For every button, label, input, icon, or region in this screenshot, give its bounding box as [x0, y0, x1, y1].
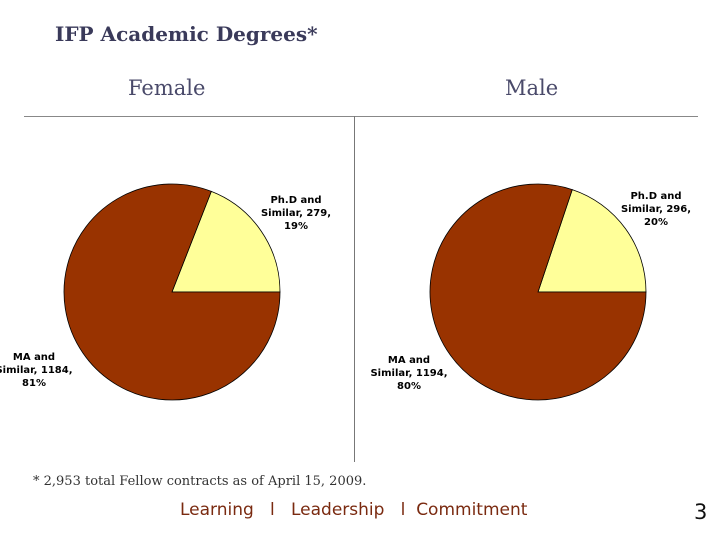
page-number: 3	[694, 500, 708, 524]
female-phd-slice	[171, 190, 281, 293]
center-divider	[354, 116, 355, 462]
tagline-separator-1: l	[270, 500, 275, 520]
male-ma-label: MA and Similar, 1194, 80%	[370, 355, 447, 392]
female-chart-heading: Female	[128, 76, 206, 100]
male-ma-slice	[429, 183, 647, 401]
slide-title: IFP Academic Degrees*	[55, 22, 318, 46]
tagline-leadership: Leadership	[290, 500, 385, 520]
male-phd-label: Ph.D and Similar, 296, 20%	[621, 191, 691, 228]
female-ma-label: MA and Similar, 1184, 81%	[0, 352, 73, 389]
male-phd-slice	[537, 189, 647, 293]
top-divider	[24, 116, 698, 117]
male-chart-heading: Male	[505, 76, 559, 100]
footnote: * 2,953 total Fellow contracts as of Apr…	[33, 474, 367, 489]
tagline-learning: Learning	[180, 500, 254, 520]
tagline-separator-2: l	[400, 500, 406, 520]
tagline-commitment: Commitment	[416, 500, 528, 520]
female-ma-slice	[63, 183, 281, 401]
tagline: Learning l Leadership l Commitment	[180, 500, 527, 520]
female-phd-label: Ph.D and Similar, 279, 19%	[261, 195, 331, 232]
